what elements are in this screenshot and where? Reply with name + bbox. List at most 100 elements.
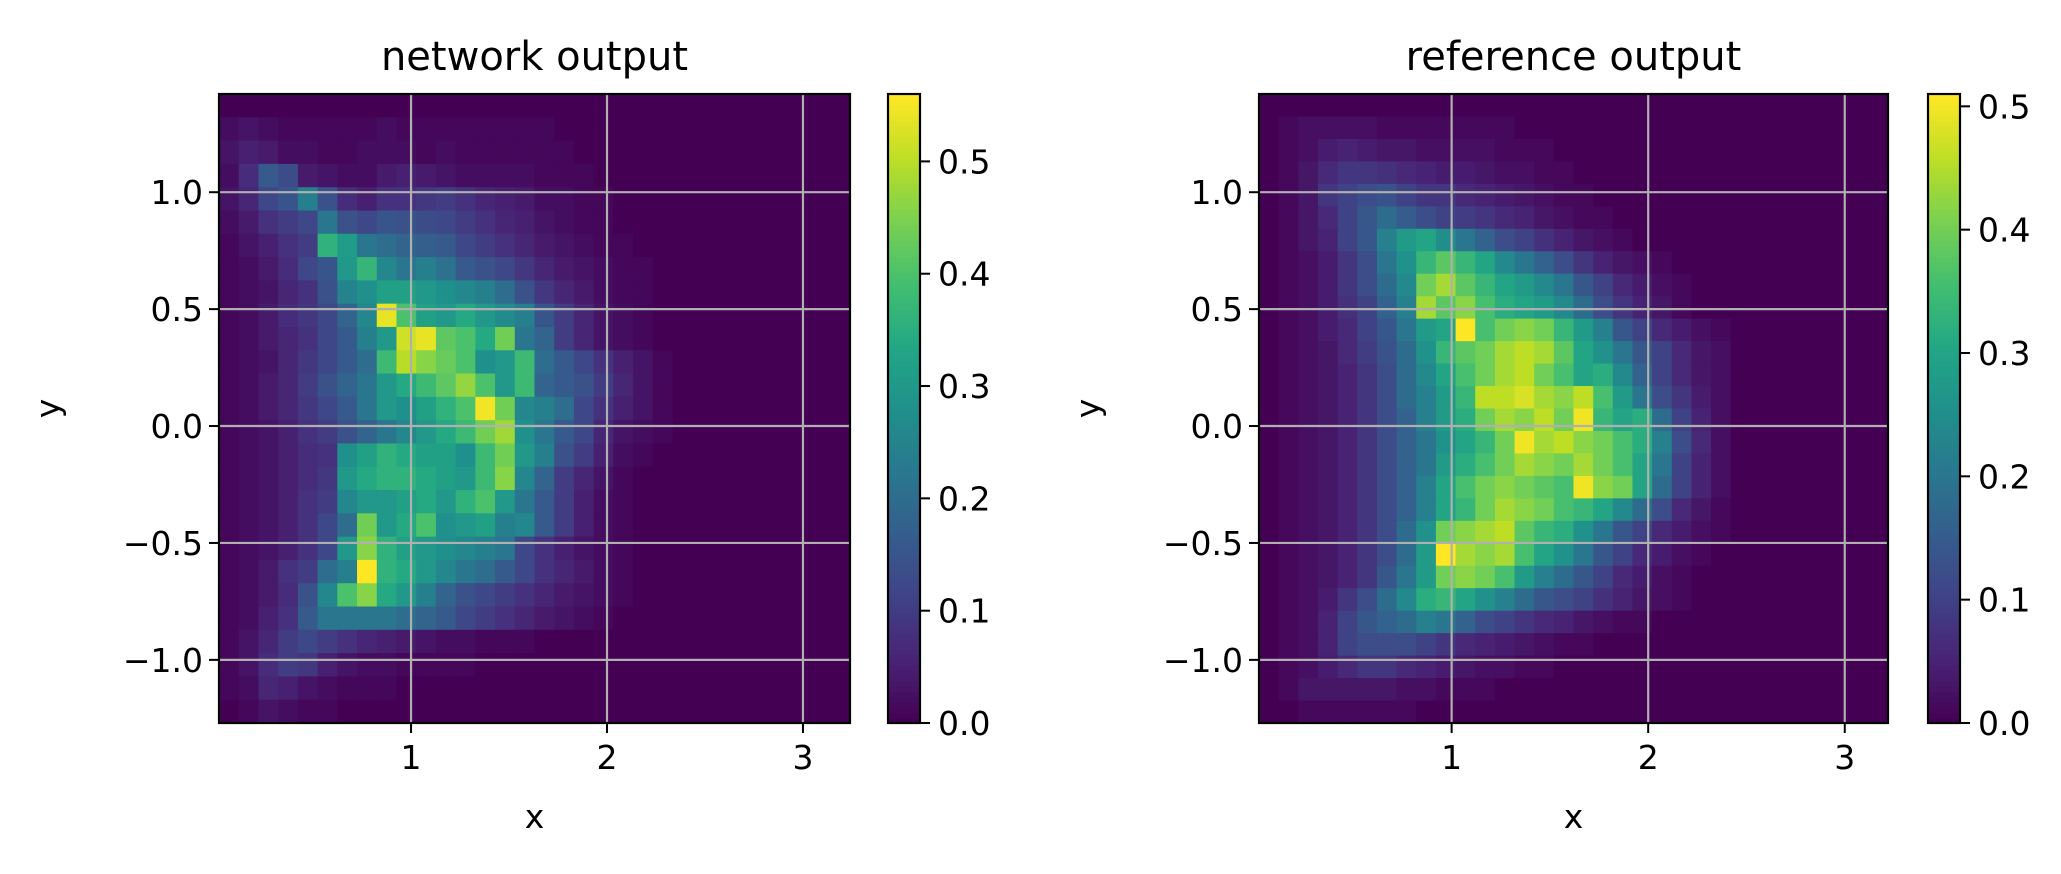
heatmap-cell (337, 210, 358, 235)
heatmap-cell (297, 163, 319, 188)
heatmap-cell (1475, 655, 1496, 679)
heatmap-cell (534, 350, 555, 375)
heatmap-cell (1416, 228, 1437, 252)
colorbar-segment (1928, 135, 1960, 142)
heatmap-cell (514, 606, 536, 631)
colorbar-segment (888, 94, 920, 100)
heatmap-cell (1612, 318, 1634, 342)
heatmap-cell (1652, 520, 1673, 544)
heatmap-cell (1770, 161, 1791, 185)
heatmap-cell (1278, 475, 1299, 499)
heatmap-cell (1829, 386, 1850, 410)
colorbar-segment (888, 439, 920, 446)
heatmap-cell (1298, 363, 1319, 387)
heatmap-cell (1396, 183, 1417, 207)
heatmap-cell (297, 326, 319, 351)
heatmap-cell (376, 466, 398, 491)
heatmap-cell (573, 233, 595, 258)
heatmap-cell (1475, 341, 1496, 365)
y-tick-label: −1.0 (1163, 641, 1243, 680)
colorbar-segment (1928, 172, 1960, 179)
heatmap-cell (219, 163, 240, 188)
heatmap-cell (258, 233, 279, 258)
heatmap-cell (1259, 94, 1280, 118)
heatmap-cell (1730, 543, 1752, 567)
heatmap-cell (1455, 116, 1476, 140)
heatmap-cell (258, 396, 279, 421)
heatmap-cell (1829, 251, 1850, 275)
heatmap-cell (1278, 430, 1299, 455)
heatmap-cell (297, 210, 319, 235)
heatmap-cell (495, 210, 516, 235)
heatmap-cell (652, 583, 674, 608)
heatmap-cell (1711, 273, 1732, 297)
heatmap-cell (1337, 273, 1358, 297)
heatmap-cell (1652, 273, 1673, 297)
heatmap-cell (495, 326, 516, 351)
heatmap-cell (1435, 363, 1457, 387)
heatmap-cell (1396, 116, 1417, 140)
heatmap-cell (1278, 296, 1299, 320)
heatmap-cell (219, 117, 240, 142)
heatmap-cell (1475, 543, 1496, 567)
colorbar-segment (1928, 167, 1960, 174)
heatmap-cell (633, 653, 654, 678)
heatmap-cell (1632, 430, 1653, 455)
heatmap-cell (1259, 206, 1280, 230)
heatmap-cell (633, 303, 654, 328)
heatmap-cell (554, 676, 575, 701)
heatmap-cell (1809, 116, 1830, 140)
heatmap-cell (633, 350, 654, 375)
colorbar-segment (1928, 586, 1960, 593)
heatmap-cell (534, 187, 555, 212)
heatmap-cell (1809, 228, 1830, 252)
heatmap-cell (219, 466, 240, 491)
heatmap-cell (475, 420, 496, 445)
colorbar-segment (1928, 183, 1960, 189)
heatmap-cell (1259, 610, 1280, 634)
heatmap-cell (376, 94, 398, 118)
heatmap-cell (416, 350, 437, 375)
heatmap-cell (1317, 273, 1339, 297)
heatmap-cell (1691, 228, 1712, 252)
heatmap-cell (337, 629, 358, 654)
x-tick-label: 1 (401, 738, 422, 777)
heatmap-cell (1868, 363, 1889, 387)
heatmap-cell (1514, 228, 1535, 252)
heatmap-cell (1573, 206, 1594, 230)
heatmap-cell (1553, 161, 1575, 185)
heatmap-cell (1396, 273, 1417, 297)
heatmap-cell (297, 583, 319, 608)
heatmap-cell (1789, 228, 1810, 252)
heatmap-cell (357, 187, 378, 212)
heatmap-cell (1632, 94, 1653, 118)
heatmap-cell (1868, 655, 1889, 679)
heatmap-cell (337, 420, 358, 445)
heatmap-cell (278, 559, 299, 584)
heatmap-cell (1317, 251, 1339, 275)
heatmap-cell (1573, 430, 1594, 455)
heatmap-cell (1789, 453, 1810, 477)
heatmap-cell (1730, 475, 1752, 499)
heatmap-cell (633, 233, 654, 258)
heatmap-cell (1829, 700, 1850, 724)
heatmap-cell (1848, 655, 1869, 679)
heatmap-cell (711, 326, 733, 351)
heatmap-cell (711, 420, 733, 445)
heatmap-cell (593, 303, 614, 328)
heatmap-cell (514, 326, 536, 351)
heatmap-cell (1259, 700, 1280, 724)
heatmap-cell (1278, 520, 1299, 544)
heatmap-cell (1809, 565, 1830, 589)
heatmap-cell (1848, 363, 1869, 387)
heatmap-cell (554, 583, 575, 608)
colorbar-segment (1928, 555, 1960, 562)
heatmap-cell (554, 326, 575, 351)
heatmap-cell (278, 396, 299, 421)
colorbar-segment (888, 398, 920, 404)
heatmap-cell (692, 653, 713, 678)
heatmap-cell (1573, 116, 1594, 140)
heatmap-cell (1298, 475, 1319, 499)
heatmap-cell (1730, 138, 1752, 162)
heatmap-cell (455, 117, 476, 142)
